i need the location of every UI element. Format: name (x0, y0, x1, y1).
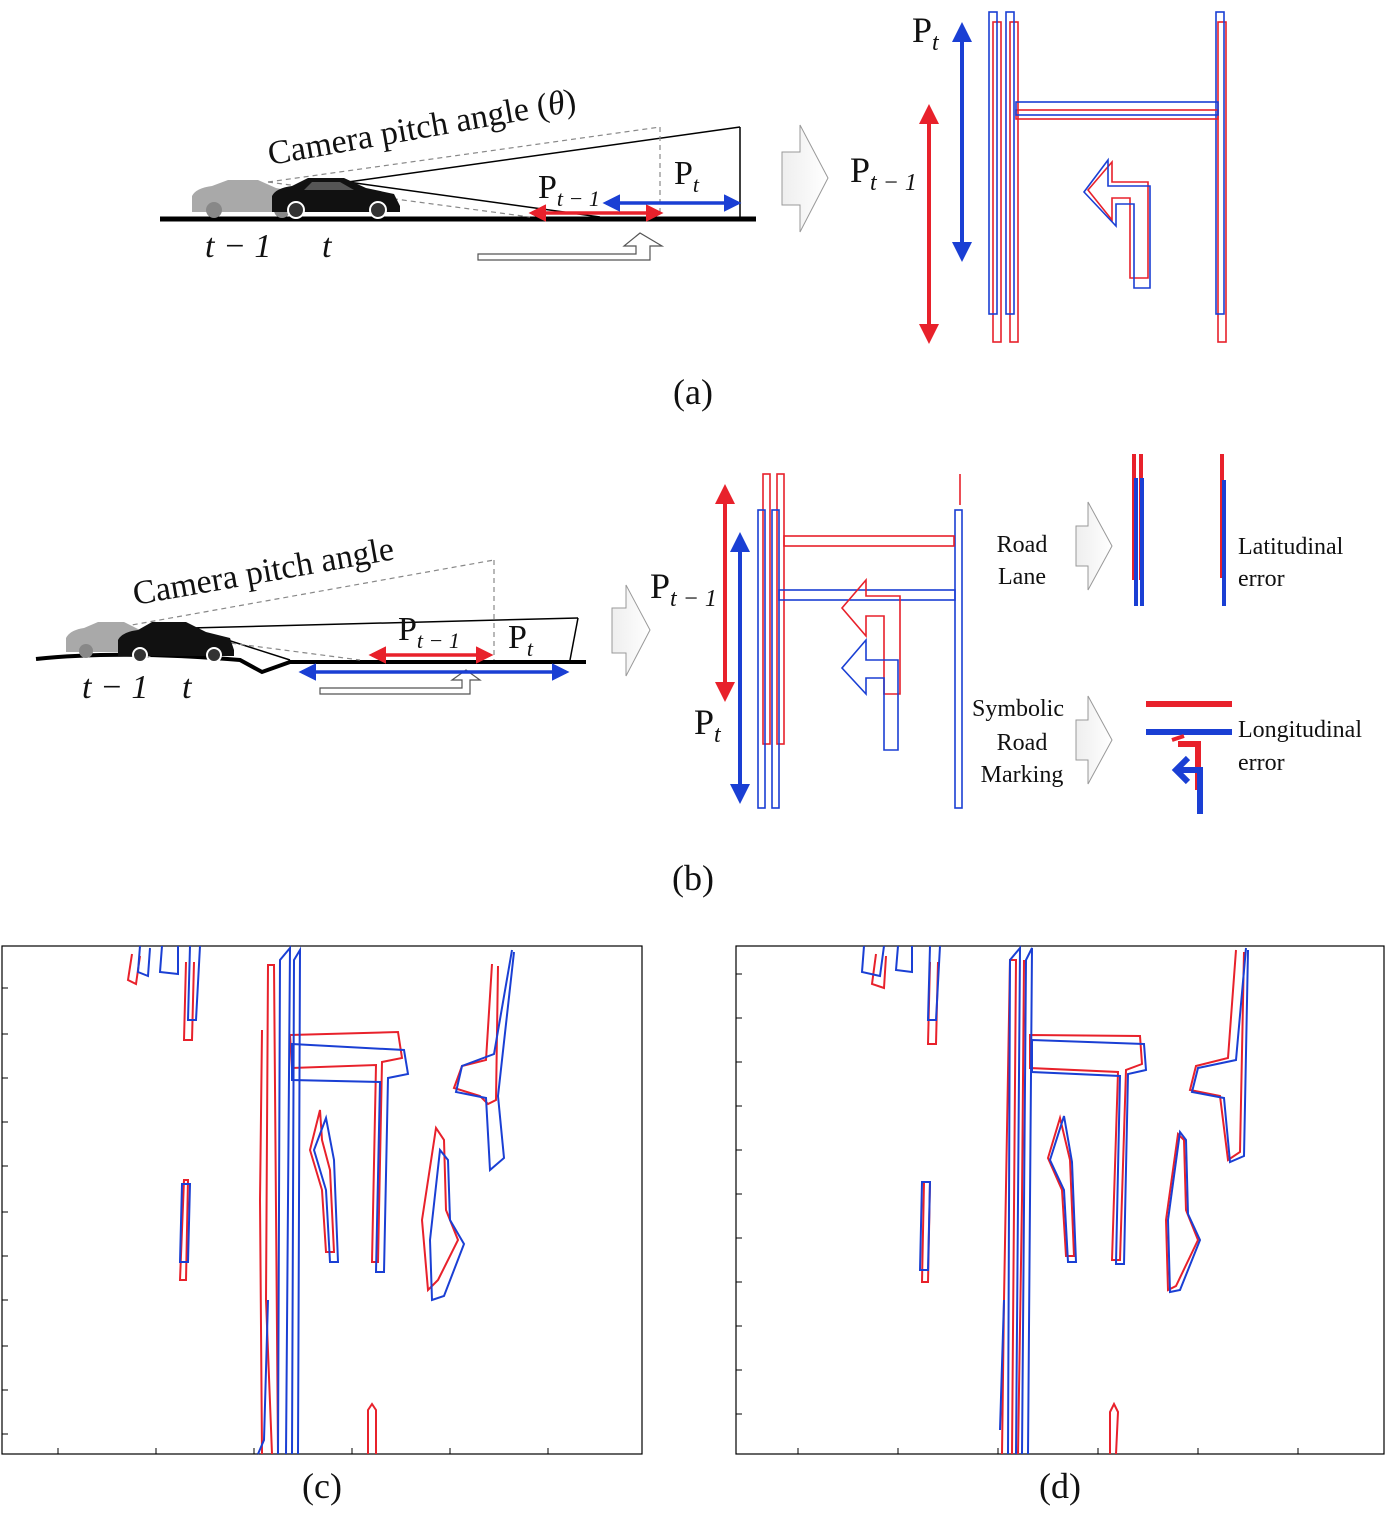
road-lane-label-2: Lane (998, 564, 1046, 590)
road-lane-label-1: Road (997, 532, 1048, 558)
caption-c: (c) (302, 1466, 342, 1506)
prev-ray-upper-b (114, 559, 495, 629)
p-curr-label-a: Pt (674, 155, 700, 197)
panel-b: Camera pitch angle t − 1 t Pt − 1 Pt Pt … (35, 454, 1362, 898)
longitudinal-label-2: error (1238, 750, 1285, 776)
camera-ray-upper-b (189, 617, 579, 629)
longitudinal-label-1: Longitudinal (1238, 717, 1362, 743)
ground-arrow-marking (477, 232, 665, 261)
car-current-icon-b (118, 622, 234, 663)
caption-d: (d) (1039, 1466, 1081, 1506)
time-curr-label-a: t (322, 228, 333, 265)
prev-ray-upper (267, 126, 661, 183)
ticks-c (2, 987, 549, 1454)
contours-d (860, 945, 1249, 1455)
p-curr-label-a-right: Pt (912, 10, 940, 56)
time-prev-label-a: t − 1 (205, 228, 271, 265)
camera-ray-upper (347, 126, 741, 183)
symbolic-label-1: Symbolic (972, 696, 1064, 722)
transition-arrow-b (611, 584, 651, 677)
latitudinal-label-2: error (1238, 566, 1285, 592)
latitudinal-label-1: Latitudinal (1238, 534, 1344, 560)
contours-c (126, 945, 515, 1455)
p-prev-label-a-right: Pt − 1 (850, 150, 917, 196)
caption-a: (a) (673, 372, 713, 412)
p-prev-label-a: Pt − 1 (538, 169, 600, 211)
car-current-icon (272, 178, 400, 219)
birdseye-view-a (988, 11, 1227, 343)
p-curr-label-b-right: Pt (694, 702, 722, 748)
symbolic-label-3: Marking (981, 762, 1064, 788)
transition-arrow-a (781, 124, 829, 233)
panel-d: (d) (735, 945, 1385, 1506)
pitch-angle-label-a: Camera pitch angle (θ) (265, 82, 579, 173)
p-curr-label-b: Pt (508, 619, 534, 661)
birdseye-view-b (757, 473, 963, 809)
view-edge-b (569, 617, 579, 661)
prev-ray-lower (267, 181, 531, 218)
time-curr-label-b: t (182, 669, 193, 706)
p-prev-label-b: Pt − 1 (398, 611, 460, 653)
time-prev-label-b: t − 1 (82, 669, 148, 706)
panel-c: (c) (1, 945, 643, 1506)
ticks-d (736, 973, 1299, 1454)
panel-a: Camera pitch angle (θ) t − 1 t Pt − 1 Pt… (160, 10, 1227, 412)
pitch-angle-label-b: Camera pitch angle (130, 531, 397, 613)
road-lane-arrow (1075, 501, 1113, 591)
symbolic-arrow (1075, 695, 1113, 785)
longitudinal-error-icon (1146, 701, 1232, 814)
plot-frame-d (735, 945, 1385, 1455)
caption-b: (b) (672, 858, 714, 898)
p-prev-label-b-right: Pt − 1 (650, 566, 717, 612)
symbolic-label-2: Road (997, 730, 1048, 756)
latitudinal-error-icon (1132, 454, 1226, 606)
